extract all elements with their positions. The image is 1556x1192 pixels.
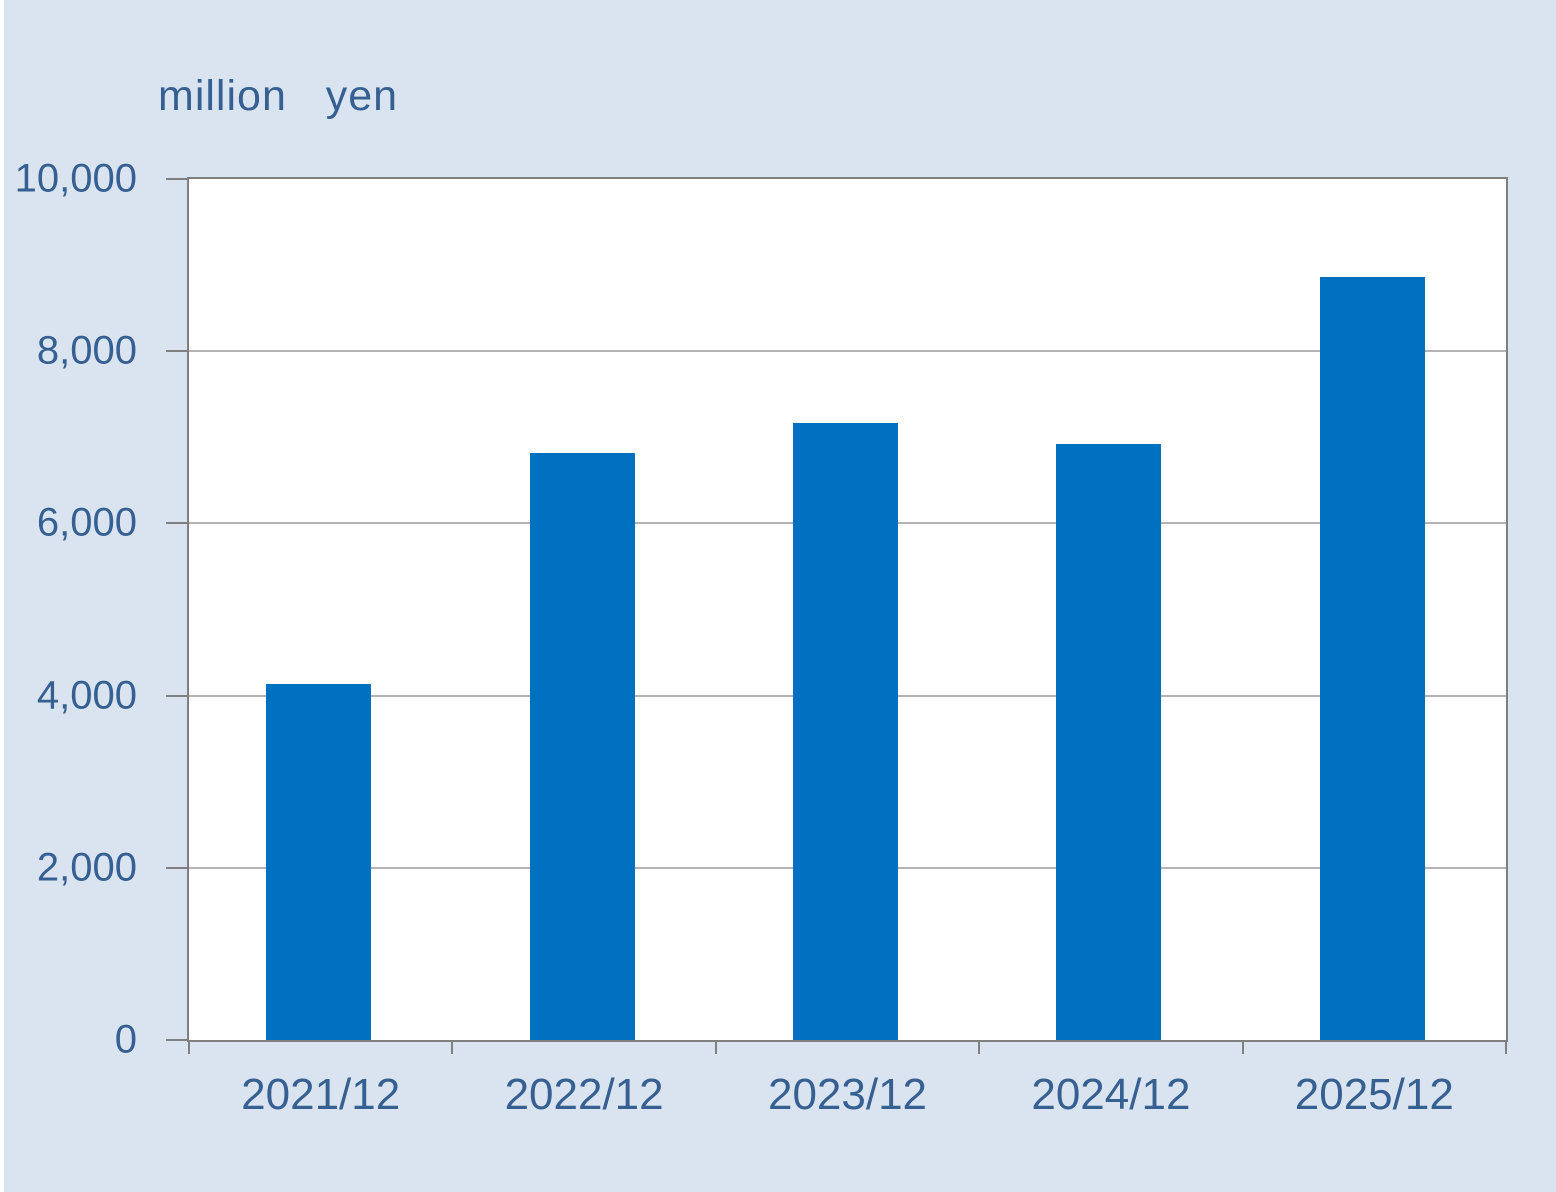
- x-axis-tick: [1505, 1040, 1507, 1054]
- x-axis-tick: [1241, 1040, 1244, 1054]
- bar-2022/12: [529, 452, 635, 1040]
- plot-area: [187, 177, 1508, 1042]
- y-axis-tick: [166, 350, 188, 353]
- page-left-edge: [0, 0, 4, 1192]
- y-axis-label: 6,000: [36, 500, 137, 545]
- y-axis-tick: [166, 1039, 188, 1041]
- y-axis-label: 2,000: [36, 845, 137, 890]
- bar-2023/12: [793, 422, 898, 1040]
- bar-2024/12: [1056, 444, 1162, 1040]
- x-axis-label-2025/12: 2025/12: [1294, 1070, 1454, 1119]
- x-axis-label-2023/12: 2023/12: [767, 1070, 928, 1119]
- x-axis-tick: [188, 1040, 190, 1054]
- y-axis-tick: [166, 178, 188, 180]
- x-axis-tick: [714, 1040, 717, 1054]
- chart-unit-label: million yen: [158, 72, 399, 120]
- y-axis-tick: [166, 866, 188, 869]
- x-axis-tick: [451, 1040, 454, 1054]
- gridline: [189, 350, 1506, 353]
- y-axis-label: 4,000: [36, 673, 137, 718]
- bar-2021/12: [266, 683, 372, 1040]
- x-axis-label-2021/12: 2021/12: [241, 1070, 401, 1119]
- y-axis-label: 0: [114, 1017, 137, 1062]
- x-axis-label-2022/12: 2022/12: [504, 1070, 664, 1119]
- y-axis-label: 8,000: [36, 328, 137, 373]
- x-axis-tick: [978, 1040, 981, 1054]
- x-axis-label-2024/12: 2024/12: [1031, 1070, 1191, 1119]
- bar-2025/12: [1319, 277, 1425, 1040]
- y-axis-tick: [166, 694, 188, 697]
- y-axis-tick: [166, 522, 188, 525]
- y-axis-label: 10,000: [14, 156, 137, 201]
